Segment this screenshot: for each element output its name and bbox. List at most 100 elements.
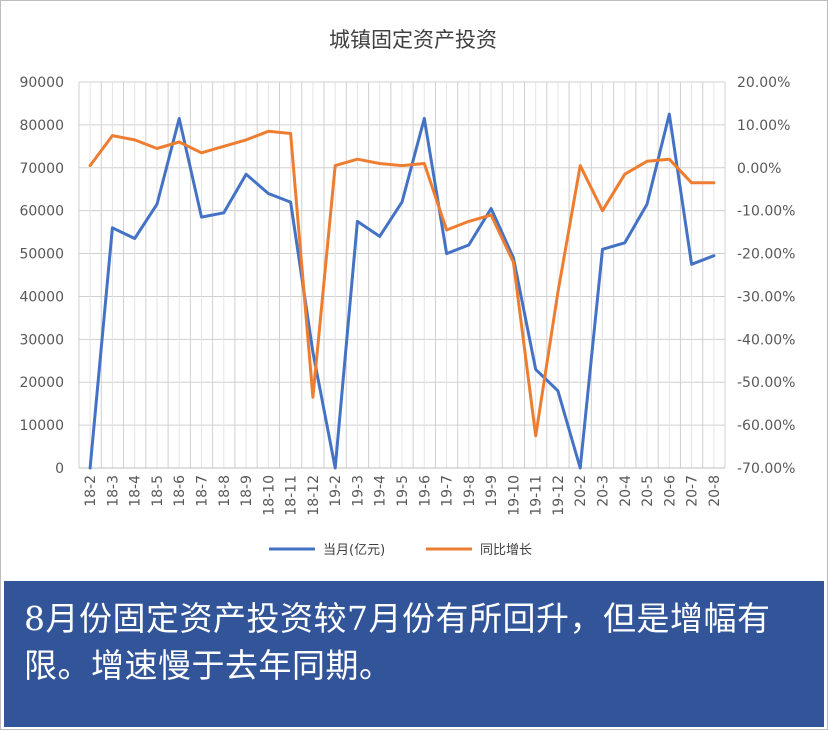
x-tick-label: 18-7: [195, 475, 211, 507]
data-point-monthly: [489, 207, 493, 210]
x-tick-label: 20-4: [618, 475, 634, 507]
x-tick-label: 18-4: [128, 475, 144, 507]
x-tick-label: 20-2: [573, 475, 589, 507]
right-tick-label: 20.00%: [737, 75, 790, 91]
x-tick-label: 19-2: [328, 475, 344, 507]
right-tick-label: -20.00%: [737, 247, 795, 263]
x-axis-ticks: 18-2 18-3 18-4 18-5 18-6 18-7 18-8 18-9 18-10 18-…: [83, 475, 723, 516]
x-tick-label: 19-11: [529, 475, 545, 516]
left-tick-label: 40000: [19, 289, 64, 305]
data-point-monthly: [111, 226, 114, 230]
data-point-yoy: [712, 181, 716, 184]
data-point-monthly: [356, 220, 359, 223]
data-point-yoy: [645, 160, 649, 163]
data-point-yoy: [445, 228, 448, 232]
data-point-monthly: [400, 200, 404, 204]
data-point-yoy: [289, 132, 292, 135]
data-point-monthly: [556, 389, 560, 392]
data-point-monthly: [601, 248, 604, 251]
x-tick-label: 18-12: [306, 475, 322, 516]
data-point-yoy: [556, 290, 560, 294]
right-tick-label: -60.00%: [737, 418, 795, 434]
data-point-yoy: [244, 138, 248, 142]
series-layer: [88, 112, 716, 470]
data-point-yoy: [155, 147, 159, 150]
data-point-monthly: [467, 243, 471, 247]
data-point-yoy: [423, 162, 426, 165]
data-point-monthly: [289, 200, 292, 204]
data-point-yoy: [690, 181, 693, 184]
x-tick-label: 20-8: [707, 475, 723, 507]
x-tick-label: 20-5: [640, 475, 656, 507]
x-tick-label: 19-5: [395, 475, 411, 507]
left-tick-label: 30000: [19, 332, 64, 348]
left-axis-ticks: 0 10000 20000 30000 40000 50000 60000 70000 8000…: [19, 75, 64, 477]
data-point-yoy: [333, 164, 337, 167]
data-point-monthly: [445, 252, 448, 255]
data-point-monthly: [378, 235, 381, 238]
data-point-monthly: [423, 117, 426, 120]
x-tick-label: 20-7: [685, 475, 701, 507]
left-tick-label: 80000: [19, 118, 64, 134]
x-tick-label: 18-2: [83, 475, 99, 507]
x-tick-label: 19-8: [462, 475, 478, 507]
data-point-yoy: [222, 145, 225, 148]
data-point-yoy: [467, 220, 471, 223]
data-point-yoy: [200, 151, 203, 154]
x-tick-label: 18-10: [261, 475, 277, 516]
x-tick-label: 20-6: [662, 475, 678, 507]
x-tick-label: 18-8: [217, 475, 233, 507]
left-tick-label: 90000: [19, 75, 64, 91]
x-tick-label: 19-12: [551, 475, 567, 516]
right-tick-label: -50.00%: [737, 375, 795, 391]
left-tick-label: 10000: [19, 418, 64, 434]
caption-text: 8月份固定资产投资较7月份有所回升，但是增幅有限。增速慢于去年同期。: [24, 599, 771, 685]
legend-label-yoy: 同比增长: [480, 543, 532, 558]
x-tick-label: 19-7: [440, 475, 456, 507]
data-point-yoy: [111, 134, 114, 137]
data-point-yoy: [378, 162, 381, 165]
left-tick-label: 70000: [19, 161, 64, 177]
legend: 当月(亿元) 同比增长: [269, 543, 532, 558]
data-point-yoy: [489, 213, 493, 217]
data-point-yoy: [88, 164, 92, 167]
x-tick-label: 18-3: [105, 475, 121, 507]
right-tick-label: -70.00%: [737, 461, 795, 477]
data-point-yoy: [601, 209, 604, 212]
legend-label-monthly: 当月(亿元): [323, 543, 385, 558]
data-point-monthly: [690, 263, 693, 266]
data-point-monthly: [200, 215, 203, 219]
x-tick-label: 19-4: [373, 475, 389, 507]
data-point-yoy: [579, 164, 582, 167]
data-point-monthly: [645, 203, 649, 206]
data-point-monthly: [244, 173, 248, 176]
data-point-yoy: [178, 140, 181, 144]
x-tick-label: 18-5: [150, 475, 166, 507]
right-axis-ticks: -70.00% -60.00% -50.00% -40.00% -30.00% -20.0…: [737, 75, 795, 477]
right-tick-label: -40.00%: [737, 332, 795, 348]
right-tick-label: -10.00%: [737, 204, 795, 220]
data-point-monthly: [155, 203, 159, 206]
left-tick-label: 0: [55, 461, 64, 477]
data-point-monthly: [133, 237, 136, 240]
x-tick-label: 19-9: [484, 475, 500, 507]
x-tick-label: 19-3: [350, 475, 366, 507]
grid: [78, 81, 726, 469]
data-point-monthly: [668, 112, 671, 116]
data-point-yoy: [668, 158, 671, 161]
left-tick-label: 50000: [19, 247, 64, 263]
right-tick-label: 10.00%: [737, 118, 790, 134]
data-point-yoy: [623, 173, 626, 176]
data-point-monthly: [333, 466, 337, 470]
data-point-monthly: [178, 117, 181, 120]
data-point-yoy: [267, 130, 270, 133]
x-tick-label: 19-6: [417, 475, 433, 507]
chart-svg: 城镇固定资产投资 0 10000 20000 30000 40000 50000 60000…: [19, 28, 795, 558]
data-point-yoy: [311, 396, 315, 399]
data-point-yoy: [512, 260, 515, 264]
x-tick-label: 20-3: [595, 475, 611, 507]
data-point-yoy: [534, 434, 537, 438]
data-point-monthly: [88, 466, 92, 470]
data-point-monthly: [267, 192, 270, 195]
